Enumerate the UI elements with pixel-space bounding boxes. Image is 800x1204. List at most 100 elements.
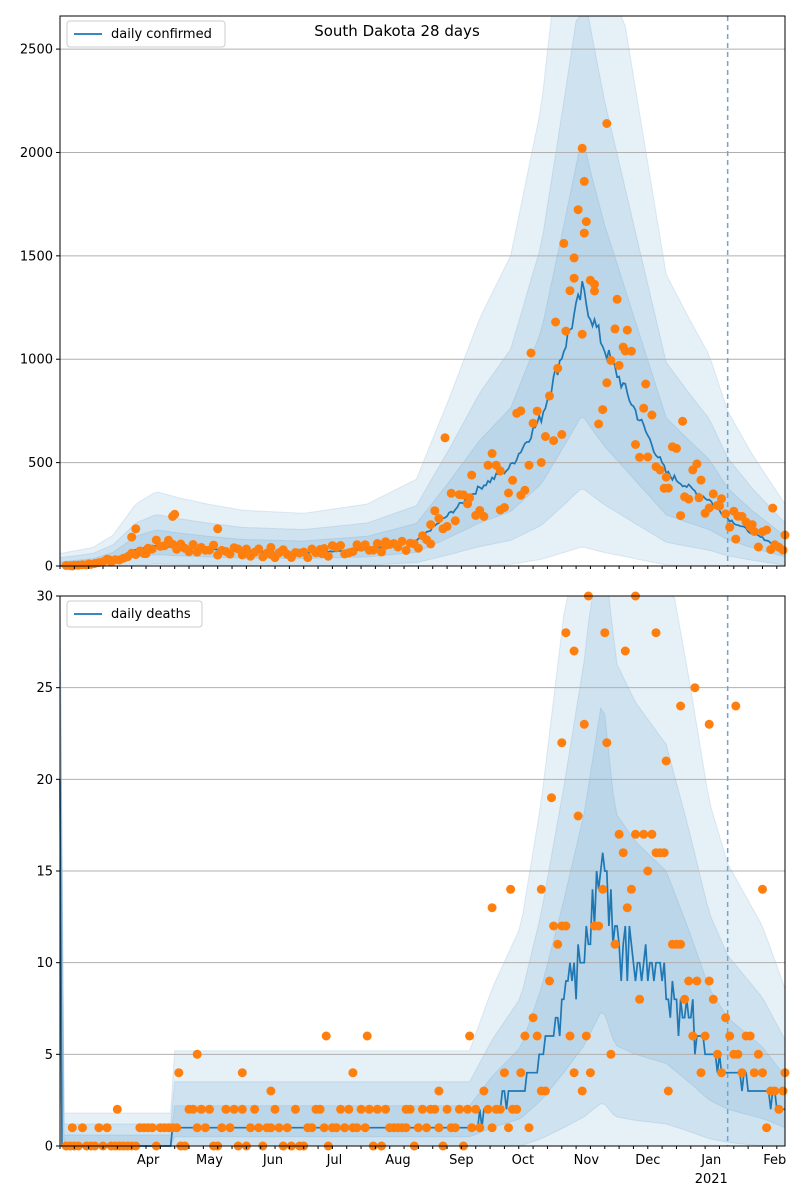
observed-point bbox=[225, 549, 235, 559]
observed-point bbox=[549, 921, 559, 931]
deaths-chart: 0 5 10 15 20 25 30 Apr May Jun Jul Aug Sep Oct Nov Dec… bbox=[36, 590, 790, 1187]
observed-point bbox=[579, 228, 589, 238]
observed-point bbox=[221, 1104, 231, 1114]
observed-point bbox=[768, 503, 778, 513]
observed-point bbox=[663, 1086, 673, 1096]
observed-point bbox=[549, 436, 559, 446]
observed-point bbox=[725, 522, 735, 532]
observed-point bbox=[622, 325, 632, 335]
x-axis bbox=[59, 566, 778, 569]
observed-point bbox=[614, 829, 624, 839]
observed-point bbox=[362, 1031, 372, 1041]
observed-point bbox=[696, 1068, 706, 1078]
observed-point bbox=[495, 1104, 505, 1114]
observed-point bbox=[250, 1104, 260, 1114]
observed-point bbox=[467, 470, 477, 480]
observed-point bbox=[692, 976, 702, 986]
observed-point bbox=[67, 1123, 77, 1133]
observed-point bbox=[188, 1104, 198, 1114]
observed-point bbox=[147, 544, 157, 554]
observed-point bbox=[291, 1104, 300, 1114]
observed-point bbox=[545, 391, 554, 401]
observed-point bbox=[229, 1104, 239, 1114]
observed-point bbox=[209, 540, 219, 550]
y-tick-label: 2500 bbox=[20, 43, 53, 58]
observed-point bbox=[545, 976, 554, 986]
observed-point bbox=[612, 294, 622, 304]
observed-point bbox=[577, 329, 587, 339]
observed-point bbox=[661, 472, 671, 482]
observed-point bbox=[352, 1123, 362, 1133]
confirmed-chart: 0 500 1000 1500 2000 2500 South Dakota 28 day… bbox=[20, 15, 790, 575]
x-axis: Apr May Jun Jul Aug Sep Oct Nov Dec Jan Feb 2021 bbox=[59, 1146, 786, 1187]
observed-point bbox=[557, 430, 567, 439]
observed-point bbox=[348, 547, 358, 557]
observed-point bbox=[450, 1123, 460, 1133]
observed-point bbox=[520, 1031, 530, 1041]
observed-point bbox=[225, 1123, 235, 1133]
observed-point bbox=[487, 903, 497, 913]
observed-point bbox=[413, 543, 423, 553]
observed-point bbox=[778, 1086, 788, 1096]
observed-point bbox=[696, 475, 706, 485]
observed-point bbox=[680, 994, 690, 1004]
observed-point bbox=[127, 532, 137, 542]
observed-point bbox=[450, 516, 460, 526]
observed-point bbox=[659, 848, 669, 858]
y-tick-label: 20 bbox=[36, 773, 53, 788]
observed-point bbox=[774, 1104, 784, 1114]
observed-point bbox=[282, 1123, 292, 1133]
observed-point bbox=[569, 253, 579, 263]
legend-box bbox=[66, 600, 203, 628]
observed-point bbox=[643, 452, 653, 462]
y-axis: 0 500 1000 1500 2000 2500 bbox=[20, 43, 60, 575]
observed-point bbox=[487, 1123, 497, 1133]
observed-point bbox=[573, 205, 583, 215]
y-axis: 0 5 10 15 20 25 30 bbox=[36, 590, 60, 1155]
observed-point bbox=[200, 1123, 210, 1133]
observed-point bbox=[626, 346, 636, 356]
observed-point bbox=[602, 119, 612, 128]
observed-point bbox=[307, 1123, 317, 1133]
observed-point bbox=[672, 443, 681, 453]
observed-point bbox=[213, 524, 223, 534]
observed-point bbox=[704, 976, 714, 986]
observed-point bbox=[618, 342, 628, 352]
observed-point bbox=[620, 646, 630, 656]
legend: daily confirmed bbox=[66, 20, 226, 48]
observed-point bbox=[758, 884, 767, 894]
observed-point bbox=[737, 1068, 747, 1078]
observed-point bbox=[434, 1086, 444, 1096]
observed-point bbox=[717, 1068, 726, 1078]
observed-point bbox=[170, 509, 180, 519]
observed-point bbox=[731, 534, 741, 544]
observed-point bbox=[397, 536, 407, 546]
observed-points bbox=[61, 591, 790, 1151]
observed-point bbox=[635, 994, 645, 1004]
observed-point bbox=[372, 1104, 382, 1114]
observed-point bbox=[102, 1123, 112, 1133]
observed-point bbox=[479, 511, 489, 521]
observed-point bbox=[528, 1013, 538, 1023]
observed-point bbox=[770, 1086, 780, 1096]
observed-point bbox=[381, 1104, 391, 1114]
observed-point bbox=[422, 1123, 432, 1133]
observed-point bbox=[540, 432, 550, 441]
observed-point bbox=[459, 490, 468, 500]
observed-point bbox=[532, 406, 542, 416]
observed-point bbox=[631, 440, 640, 449]
observed-point bbox=[174, 1068, 184, 1078]
observed-point bbox=[557, 738, 567, 748]
observed-point bbox=[483, 460, 493, 470]
observed-point bbox=[688, 1031, 698, 1041]
observed-point bbox=[717, 494, 726, 504]
observed-point bbox=[356, 1104, 366, 1114]
observed-point bbox=[360, 1123, 370, 1133]
observed-point bbox=[694, 493, 704, 503]
observed-point bbox=[426, 520, 436, 530]
observed-point bbox=[602, 378, 612, 388]
observed-point bbox=[721, 1013, 731, 1023]
observed-point bbox=[753, 1049, 763, 1059]
observed-point bbox=[731, 701, 741, 711]
observed-point bbox=[553, 363, 563, 373]
